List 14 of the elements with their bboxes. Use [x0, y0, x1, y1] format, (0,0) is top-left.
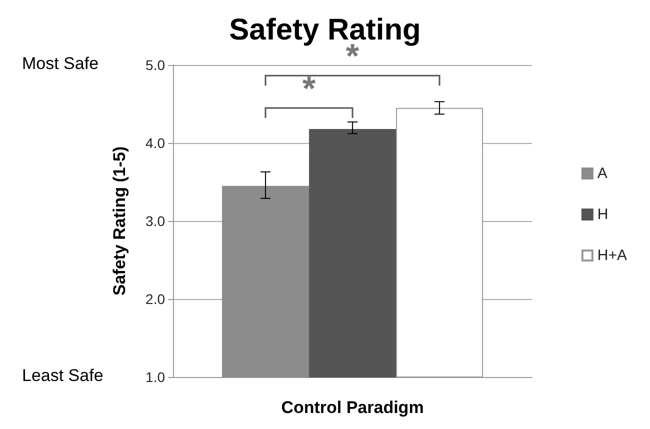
legend-label: H+A — [597, 247, 628, 264]
y-tick-label: 5.0 — [146, 57, 166, 73]
text: Least Safe — [22, 366, 104, 385]
y-tick-label: 2.0 — [146, 291, 166, 307]
annotation: * — [302, 70, 316, 108]
x-axis-title: Control Paradigm — [281, 398, 424, 417]
legend-label: H — [597, 206, 608, 223]
legend-label: A — [597, 165, 608, 182]
y-tick-label: 4.0 — [146, 135, 166, 151]
chart-title: Safety Rating — [229, 14, 421, 46]
y-tick-label: 3.0 — [146, 213, 166, 229]
y-axis-title: Safety Rating (1-5) — [110, 146, 129, 296]
y-tick-label: 1.0 — [146, 369, 166, 385]
text: Most Safe — [22, 54, 99, 73]
